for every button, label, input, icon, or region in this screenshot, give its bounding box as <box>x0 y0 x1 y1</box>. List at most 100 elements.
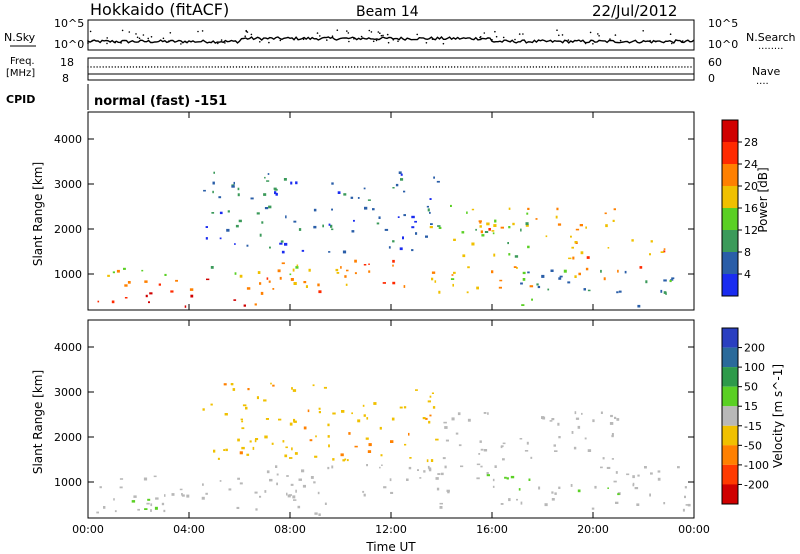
range-gate-cell <box>603 277 606 281</box>
range-gate-cell <box>437 473 441 475</box>
range-gate-cell <box>373 402 377 405</box>
range-gate-cell <box>479 220 482 224</box>
range-gate-cell <box>430 459 434 462</box>
range-gate-cell <box>293 418 296 422</box>
nave-point <box>526 66 528 68</box>
range-gate-cell <box>318 290 322 294</box>
nsearch-point <box>592 43 594 45</box>
range-gate-cell <box>478 453 481 455</box>
range-gate-cell <box>492 485 495 488</box>
range-gate-cell <box>309 439 313 442</box>
range-gate-cell <box>242 404 247 407</box>
range-gate-cell <box>114 510 117 513</box>
range-gate-cell <box>644 466 647 469</box>
range-gate-cell <box>610 414 613 418</box>
range-gate-cell <box>637 304 641 308</box>
range-gate-cell <box>537 285 541 289</box>
range-gate-cell <box>657 477 661 481</box>
colorbar-tick-label: 12 <box>744 224 758 237</box>
nave-point <box>614 66 616 68</box>
range-gate-cell <box>663 502 666 505</box>
range-gate-cell <box>266 180 270 182</box>
range-gate-cell <box>280 240 284 243</box>
nave-point <box>469 66 471 68</box>
range-gate-cell <box>399 406 403 409</box>
range-gate-cell <box>317 491 320 495</box>
range-gate-cell <box>322 224 324 228</box>
nave-point <box>617 66 619 68</box>
range-gate-cell <box>181 493 183 496</box>
range-gate-cell <box>510 475 515 479</box>
range-gate-cell <box>235 224 239 228</box>
nave-point <box>254 66 256 68</box>
colorbar-swatch <box>722 425 738 446</box>
range-gate-cell <box>367 199 371 201</box>
nave-point <box>544 66 547 68</box>
colorbar-swatch <box>722 347 738 368</box>
range-gate-cell <box>526 441 529 445</box>
nave-point <box>532 66 535 68</box>
nave-point <box>105 66 107 68</box>
range-gate-cell <box>341 410 345 413</box>
range-gate-cell <box>223 449 225 451</box>
nave-point <box>463 66 465 68</box>
range-gate-cell <box>669 279 672 283</box>
range-gate-cell <box>286 475 289 477</box>
range-gate-cell <box>551 491 554 494</box>
range-gate-cell <box>298 228 302 231</box>
range-gate-cell <box>124 284 128 287</box>
nave-point <box>160 66 162 68</box>
range-gate-cell <box>493 224 497 227</box>
nsearch-point <box>514 38 516 41</box>
range-gate-cell <box>211 212 215 214</box>
range-gate-cell <box>127 281 131 284</box>
range-gate-cell <box>323 386 327 389</box>
range-gate-cell <box>179 488 183 491</box>
range-gate-cell <box>429 395 432 398</box>
range-gate-cell <box>153 475 157 478</box>
range-gate-cell <box>268 280 271 283</box>
y-tick-label: 1000 <box>54 268 82 281</box>
range-gate-cell <box>500 445 504 448</box>
nsearch-point <box>331 35 334 37</box>
range-gate-cell <box>422 417 426 420</box>
range-gate-cell <box>328 444 330 448</box>
range-gate-cell <box>570 484 573 487</box>
range-gate-cell <box>657 470 661 473</box>
range-gate-cell <box>438 226 442 229</box>
range-gate-cell <box>392 264 394 267</box>
colorbar-swatch <box>722 406 738 426</box>
range-gate-cell <box>276 482 278 486</box>
range-gate-cell <box>411 215 415 219</box>
nave-point <box>305 66 307 68</box>
range-gate-cell <box>553 444 556 447</box>
velocity-x-ticks: 00:00 04:00 08:00 12:00 16:00 20:00 00:00 <box>72 320 710 536</box>
nsky-trace <box>87 29 695 45</box>
nave-point <box>602 66 604 68</box>
range-gate-cell <box>527 207 530 210</box>
range-gate-cell <box>494 465 497 468</box>
range-gate-cell <box>637 474 640 477</box>
freq-tick-lo: 8 <box>62 72 69 85</box>
range-gate-cell <box>471 242 475 246</box>
range-gate-cell <box>234 272 237 275</box>
range-gate-cell <box>400 173 403 176</box>
nave-point <box>481 66 483 68</box>
range-gate-cell <box>583 288 586 291</box>
range-gate-cell <box>293 220 297 223</box>
nsearch-point <box>655 40 657 43</box>
range-gate-cell <box>558 486 561 489</box>
range-gate-cell <box>270 382 272 385</box>
range-gate-cell <box>602 457 605 460</box>
velocity-colorbar: 200 100 50 15 -15 -50 -100 -200 <box>721 327 769 505</box>
nave-point <box>587 66 589 68</box>
nave-point <box>466 66 468 68</box>
nave-point <box>490 66 492 68</box>
range-gate-cell <box>483 449 488 452</box>
range-gate-cell <box>239 274 243 278</box>
range-gate-cell <box>400 178 404 181</box>
nave-point <box>535 66 538 68</box>
nave-point <box>126 66 129 68</box>
nave-point <box>681 66 683 68</box>
range-gate-cell <box>572 256 575 260</box>
